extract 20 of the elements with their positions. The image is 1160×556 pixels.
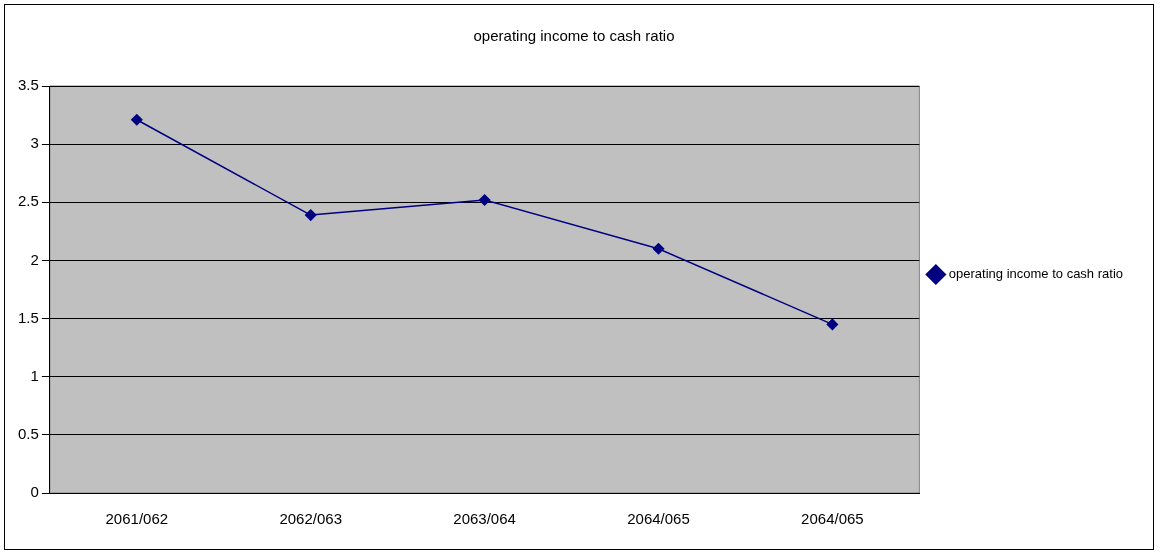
point xyxy=(826,318,839,331)
x-tick-label: 2061/062 xyxy=(105,510,169,528)
x-tick-label: 2064/065 xyxy=(627,510,690,528)
x-tick-label: 2064/065 xyxy=(801,510,864,528)
y-tick-label: 0 xyxy=(30,483,39,501)
y-tick-label: 3 xyxy=(30,134,39,152)
x-tick-label: 2063/064 xyxy=(453,510,516,528)
chart-title: operating income to cash ratio xyxy=(473,27,675,45)
y-tick-label: 0.5 xyxy=(17,425,39,442)
y-tick-label: 1 xyxy=(30,366,39,384)
point xyxy=(131,113,143,126)
point xyxy=(652,243,665,255)
point xyxy=(478,194,491,206)
y-tick-label: 2.5 xyxy=(17,192,39,210)
point xyxy=(304,209,317,221)
legend-label: operating income to cash ratio xyxy=(948,266,1123,282)
y-tick-label: 2 xyxy=(30,250,39,268)
y-tick-label: 1.5 xyxy=(17,308,39,326)
x-tick-label: 2062/063 xyxy=(279,510,342,528)
y-tick-label: 3.5 xyxy=(17,76,39,94)
